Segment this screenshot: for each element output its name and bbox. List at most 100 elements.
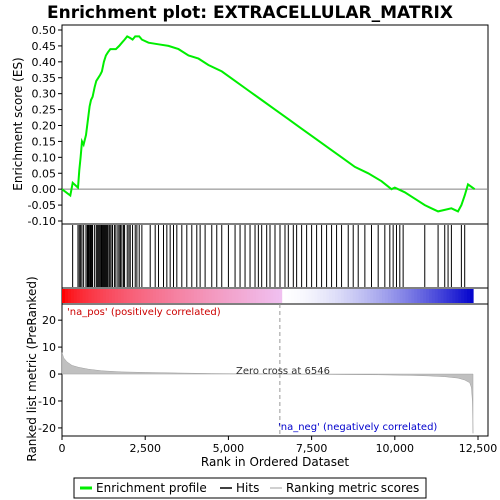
- rank-band-segment: [440, 289, 445, 303]
- rank-band-segment: [317, 289, 321, 303]
- rank-band-segment: [423, 289, 427, 303]
- rank-band-segment: [293, 289, 298, 303]
- rank-band-segment: [132, 289, 136, 303]
- metric-y-tick-label: 0: [49, 368, 56, 381]
- rank-band-segment: [73, 289, 78, 303]
- rank-band-segment: [382, 289, 386, 303]
- rank-band-segment: [164, 289, 169, 303]
- rank-band-segment: [232, 289, 236, 303]
- rank-band-segment: [76, 289, 81, 303]
- rank-band-segment: [246, 289, 251, 303]
- rank-band-segment: [323, 289, 327, 303]
- metric-panel-frame: [61, 303, 489, 437]
- legend-label-metric: Ranking metric scores: [286, 481, 419, 495]
- rank-band-segment: [197, 289, 201, 303]
- rank-band-segment: [332, 289, 336, 303]
- rank-band-segment: [82, 289, 87, 303]
- metric-y-tick-label: 10: [42, 341, 56, 354]
- metric-x-ticks: 0 2,500 5,000 7,500 10,000 12,500: [59, 436, 498, 455]
- rank-band-segment: [337, 289, 342, 303]
- rank-band-segment: [285, 289, 289, 303]
- rank-band-segment: [114, 289, 119, 303]
- rank-band-segment: [147, 289, 151, 303]
- rank-band-segment: [117, 289, 122, 303]
- rank-band-segment: [308, 289, 313, 303]
- rank-band-segment: [320, 289, 324, 303]
- rank-band-segment: [434, 289, 439, 303]
- rank-band-segment: [311, 289, 316, 303]
- rank-band-segment: [249, 289, 254, 303]
- rank-band-segment: [123, 289, 128, 303]
- rank-band-segment: [367, 289, 371, 303]
- rank-band-segment: [282, 289, 286, 303]
- rank-band-segment: [390, 289, 395, 303]
- rank-band-segment: [261, 289, 266, 303]
- es-y-tick-label: 0.40: [32, 56, 57, 69]
- es-y-tick-label: 0.20: [32, 120, 57, 133]
- rank-band-segment: [91, 289, 95, 303]
- rank-band-segment: [431, 289, 436, 303]
- es-y-tick-label: 0.15: [32, 135, 57, 148]
- rank-band-segment: [449, 289, 454, 303]
- rank-band-segment: [273, 289, 277, 303]
- rank-band-segment: [455, 289, 459, 303]
- rank-band-segment: [258, 289, 263, 303]
- es-y-tick-label: 0.30: [32, 88, 57, 101]
- enrichment-profile-series: [61, 35, 476, 213]
- es-y-tick-label: -0.05: [28, 199, 56, 212]
- rank-band-segment: [211, 289, 216, 303]
- rank-band-segment: [461, 289, 465, 303]
- rank-band-segment: [355, 289, 360, 303]
- rank-band-segment: [217, 289, 222, 303]
- rank-band-segment: [64, 289, 69, 303]
- rank-band-segment: [414, 289, 418, 303]
- rank-band-segment: [470, 289, 474, 303]
- rank-band-segment: [296, 289, 301, 303]
- rank-color-band: [62, 289, 474, 303]
- rank-band-segment: [290, 289, 295, 303]
- rank-band-segment: [426, 289, 430, 303]
- rank-band-segment: [299, 289, 304, 303]
- rank-band-segment: [153, 289, 157, 303]
- rank-band-segment: [94, 289, 98, 303]
- legend-box: [73, 477, 427, 499]
- rank-band-segment: [241, 289, 245, 303]
- rank-band-segment: [420, 289, 424, 303]
- rank-band-segment: [364, 289, 368, 303]
- rank-band-segment: [141, 289, 145, 303]
- rank-band-segment: [288, 289, 292, 303]
- rank-band-segment: [343, 289, 348, 303]
- rank-band-segment: [176, 289, 181, 303]
- rank-band-segment: [205, 289, 210, 303]
- rank-band-segment: [111, 289, 116, 303]
- x-tick-label: 12,500: [459, 442, 498, 455]
- rank-band-segment: [255, 289, 260, 303]
- pos-label: 'na_pos' (positively correlated): [67, 307, 221, 318]
- es-y-ticks: -0.10 -0.05 0.00 0.05 0.10 0.15 0.20 0.25 0.30 0.…: [28, 24, 62, 228]
- x-tick-label: 7,500: [296, 442, 328, 455]
- es-panel-frame: [61, 24, 489, 225]
- rank-band-segment: [155, 289, 160, 303]
- rank-band-segment: [220, 289, 225, 303]
- rank-band-segment: [405, 289, 410, 303]
- rank-band-segment: [314, 289, 319, 303]
- rank-band-segment: [370, 289, 374, 303]
- rank-band-segment: [379, 289, 383, 303]
- rank-band-segment: [106, 289, 110, 303]
- rank-band-segment: [199, 289, 204, 303]
- legend-label-profile: Enrichment profile: [96, 481, 207, 495]
- ranking-metric-series: [61, 352, 474, 434]
- rank-band-segment: [79, 289, 84, 303]
- rank-band-segment: [411, 289, 415, 303]
- es-y-tick-label: 0.45: [32, 40, 57, 53]
- rank-band-segment: [443, 289, 448, 303]
- rank-band-segment: [194, 289, 198, 303]
- rank-band-segment: [144, 289, 148, 303]
- rank-band-segment: [135, 289, 139, 303]
- rank-band-segment: [214, 289, 219, 303]
- rank-band-segment: [373, 289, 377, 303]
- rank-band-segment: [208, 289, 213, 303]
- rank-band-segment: [226, 289, 230, 303]
- rank-band-segment: [270, 289, 274, 303]
